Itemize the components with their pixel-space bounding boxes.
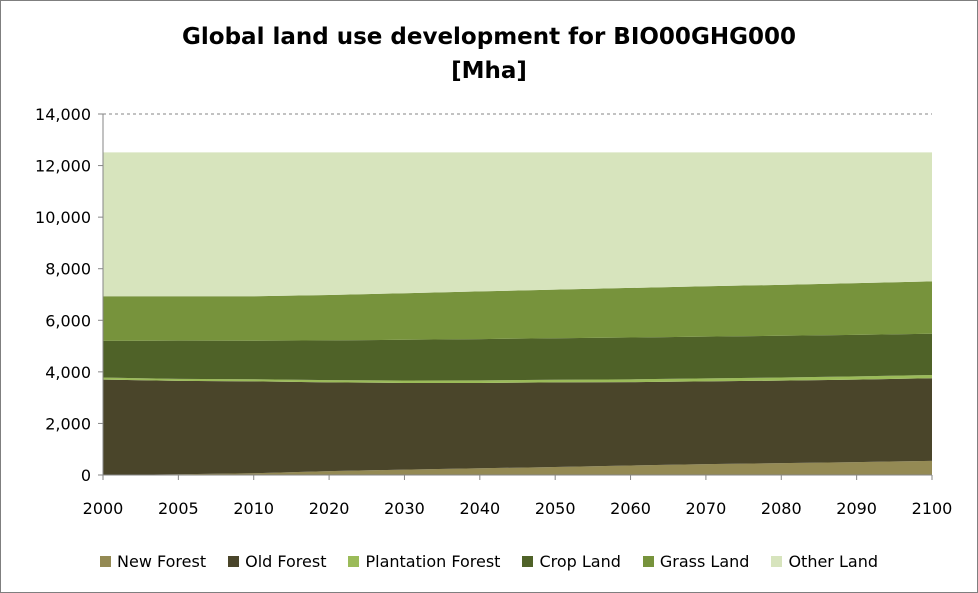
y-tick-label: 4,000	[45, 363, 91, 382]
legend-item-grass-land: Grass Land	[642, 551, 750, 571]
legend-item-plantation-forest: Plantation Forest	[348, 552, 500, 571]
x-tick-label: 2010	[233, 499, 274, 518]
area-new-forest	[103, 460, 932, 475]
x-tick-label: 2030	[384, 499, 425, 518]
x-tick-label: 2070	[686, 499, 727, 518]
area-other-land	[103, 152, 932, 297]
x-tick-label: 2060	[610, 499, 651, 518]
y-axis-ticks: 0 2,000 4,000 6,000 8,000 10,000 12,000 14,000	[35, 105, 103, 485]
legend: New Forest Old Forest Plantation Forest Cro…	[0, 549, 978, 573]
area-series	[103, 152, 932, 475]
chart-title: Global land use development for BIO00GHG…	[182, 24, 796, 50]
y-tick-label: 12,000	[35, 157, 91, 176]
x-tick-label: 2080	[761, 499, 802, 518]
y-tick-label: 6,000	[45, 311, 91, 330]
x-tick-label: 2020	[309, 499, 350, 518]
legend-label: Old Forest	[245, 551, 327, 571]
legend-item-old-forest: Old Forest	[228, 552, 326, 571]
area-plantation-forest	[103, 374, 932, 383]
x-tick-label: 2000	[83, 499, 124, 518]
legend-label: Crop Land	[539, 551, 621, 571]
y-tick-label: 8,000	[45, 260, 91, 279]
legend-swatch	[522, 555, 534, 567]
legend-label: Grass Land	[659, 551, 750, 571]
x-axis-ticks: 2000 2005 2010 2020 2030 2040 2050 2060 2070 2080…	[83, 475, 953, 518]
legend-swatch	[642, 555, 654, 567]
y-tick-label: 0	[81, 466, 91, 485]
legend-label: New Forest	[117, 551, 207, 571]
legend-swatch	[228, 555, 240, 567]
y-tick-label: 14,000	[35, 105, 91, 124]
x-tick-label: 2100	[912, 499, 953, 518]
axes	[102, 114, 932, 476]
area-crop-land	[103, 333, 932, 381]
y-tick-label: 2,000	[45, 414, 91, 433]
legend-swatch	[348, 555, 360, 567]
x-tick-label: 2050	[535, 499, 576, 518]
x-tick-label: 2090	[836, 499, 877, 518]
legend-label: Other Land	[788, 551, 878, 571]
chart-subtitle: [Mha]	[451, 58, 527, 84]
legend-item-new-forest: New Forest	[100, 552, 206, 571]
y-tick-label: 10,000	[35, 208, 91, 227]
legend-label: Plantation Forest	[365, 551, 501, 571]
legend-item-other-land: Other Land	[771, 552, 878, 571]
legend-item-crop-land: Crop Land	[522, 551, 621, 571]
area-old-forest	[103, 378, 932, 475]
area-grass-land	[103, 281, 932, 341]
x-tick-label: 2005	[158, 499, 199, 518]
legend-swatch	[100, 555, 111, 567]
legend-swatch	[771, 555, 783, 567]
chart-title-block: Global land use development for BIO00GHG…	[0, 20, 978, 88]
x-tick-label: 2040	[459, 499, 500, 518]
